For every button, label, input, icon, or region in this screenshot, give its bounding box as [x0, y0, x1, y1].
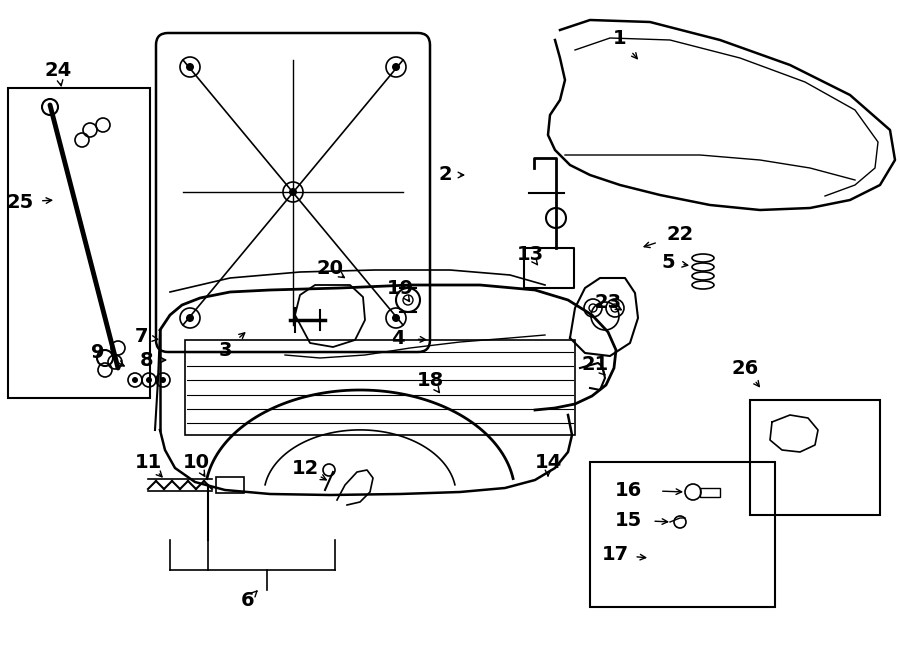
- Circle shape: [132, 377, 138, 383]
- Text: 10: 10: [183, 453, 210, 471]
- Text: 14: 14: [535, 453, 562, 471]
- Text: 6: 6: [241, 590, 255, 609]
- Text: 19: 19: [386, 278, 414, 297]
- Text: 8: 8: [140, 350, 154, 369]
- Text: 2: 2: [438, 165, 452, 184]
- Circle shape: [186, 63, 194, 71]
- Bar: [8, 88, 150, 398]
- Text: 7: 7: [135, 327, 148, 346]
- Text: 23: 23: [594, 293, 622, 311]
- Bar: [700, 488, 720, 497]
- Text: 18: 18: [417, 371, 444, 389]
- Bar: [750, 400, 880, 515]
- Text: 5: 5: [662, 253, 675, 272]
- Text: 20: 20: [317, 258, 344, 278]
- Bar: [185, 340, 575, 435]
- Bar: [590, 462, 775, 607]
- Text: 21: 21: [581, 356, 608, 375]
- Circle shape: [160, 377, 166, 383]
- Text: 25: 25: [6, 192, 33, 212]
- Text: 9: 9: [91, 342, 104, 362]
- Text: 11: 11: [134, 453, 162, 471]
- Circle shape: [392, 314, 400, 322]
- Text: 12: 12: [292, 459, 319, 477]
- Text: 3: 3: [218, 340, 232, 360]
- Text: 17: 17: [601, 545, 628, 564]
- Circle shape: [186, 314, 194, 322]
- Text: 4: 4: [392, 329, 405, 348]
- Bar: [216, 477, 244, 493]
- Text: 22: 22: [666, 225, 694, 245]
- Text: 15: 15: [615, 510, 642, 529]
- Text: 24: 24: [44, 61, 72, 79]
- Text: 16: 16: [615, 481, 642, 500]
- Circle shape: [146, 377, 152, 383]
- Circle shape: [392, 63, 400, 71]
- Text: 1: 1: [613, 28, 626, 48]
- Text: 13: 13: [517, 245, 544, 264]
- Text: 26: 26: [732, 358, 759, 377]
- Circle shape: [289, 188, 297, 196]
